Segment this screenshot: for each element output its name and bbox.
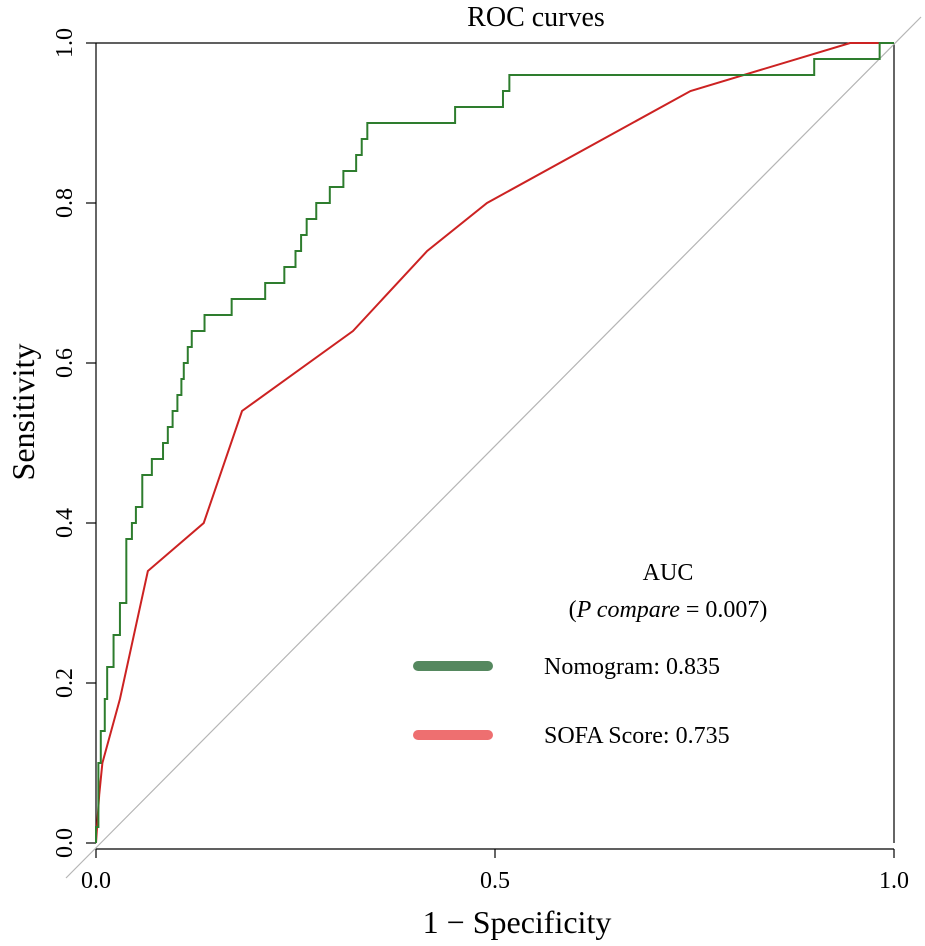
x-tick-label: 1.0 xyxy=(879,868,909,894)
x-axis-ticks: 0.0 0.5 1.0 xyxy=(81,849,909,894)
legend-label-sofa-score: SOFA Score: 0.735 xyxy=(544,723,730,749)
y-tick-label: 1.0 xyxy=(52,28,78,58)
x-axis-label: 1 − Specificity xyxy=(423,904,612,940)
y-tick-label: 0.0 xyxy=(52,828,78,858)
y-axis-ticks: 0.0 0.2 0.4 0.6 0.8 1.0 xyxy=(52,28,96,858)
roc-curve-sofa-score xyxy=(95,42,894,844)
y-tick-label: 0.2 xyxy=(52,668,78,698)
legend-label-nomogram: Nomogram: 0.835 xyxy=(544,654,720,680)
x-tick-label: 0.5 xyxy=(480,868,510,894)
chart-title: ROC curves xyxy=(467,2,605,33)
reference-diagonal-line xyxy=(65,16,922,879)
y-axis-label: Sensitivity xyxy=(5,344,41,481)
roc-curve-nomogram xyxy=(95,42,894,843)
y-tick-label: 0.6 xyxy=(52,348,78,378)
legend-subtitle-italic: P compare xyxy=(576,597,681,623)
y-tick-label: 0.4 xyxy=(52,508,78,538)
legend: AUC (P compare = 0.007) Nomogram: 0.835 … xyxy=(413,560,768,749)
legend-subtitle: (P compare = 0.007) xyxy=(569,597,768,623)
legend-title: AUC xyxy=(643,560,694,586)
y-tick-label: 0.8 xyxy=(52,188,78,218)
x-tick-label: 0.0 xyxy=(81,868,111,894)
series-layer xyxy=(95,42,894,844)
legend-subtitle-prefix: ( xyxy=(569,597,577,623)
legend-subtitle-suffix: = 0.007) xyxy=(680,597,768,623)
